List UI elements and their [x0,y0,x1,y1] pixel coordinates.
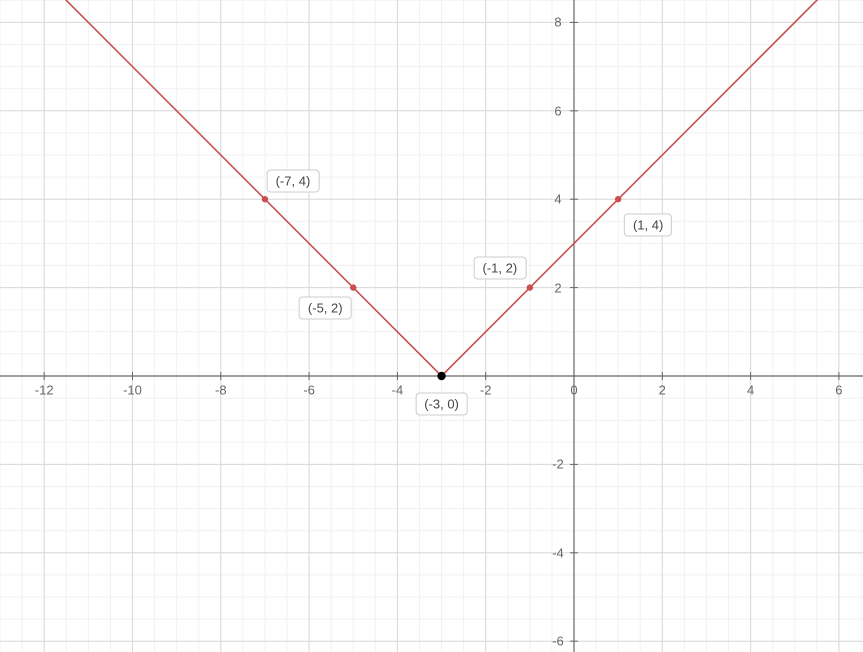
point-label: (1, 4) [624,214,672,237]
chart-svg [0,0,863,652]
x-tick-label: 2 [659,383,666,398]
y-tick-label: -4 [552,545,564,560]
x-tick-label: -6 [303,383,315,398]
data-point[interactable] [615,196,621,202]
x-tick-label: -8 [215,383,227,398]
x-tick-label: 4 [747,383,754,398]
data-point[interactable] [527,284,533,290]
x-tick-label: 0 [570,383,577,398]
abs-value-curve [0,0,863,376]
y-tick-label: 8 [554,15,561,30]
point-label: (-3, 0) [415,393,468,416]
point-label: (-7, 4) [267,170,320,193]
x-tick-label: 6 [835,383,842,398]
y-tick-label: 4 [554,192,561,207]
y-tick-label: -6 [552,634,564,649]
y-tick-label: 2 [554,280,561,295]
x-tick-label: -2 [480,383,492,398]
data-point[interactable] [350,284,356,290]
chart-stage: -12 -10 -8 -6 -4 -2 0 2 4 6 -6 -4 -2 2 4 6 8 (-7, 4) (-5, … [0,0,863,652]
point-label: (-5, 2) [299,296,352,319]
data-point[interactable] [437,372,445,380]
y-tick-label: -2 [552,457,564,472]
x-tick-label: -4 [392,383,404,398]
y-tick-label: 6 [554,103,561,118]
x-tick-label: -10 [123,383,142,398]
point-label: (-1, 2) [474,256,527,279]
data-point[interactable] [262,196,268,202]
x-tick-label: -12 [35,383,54,398]
